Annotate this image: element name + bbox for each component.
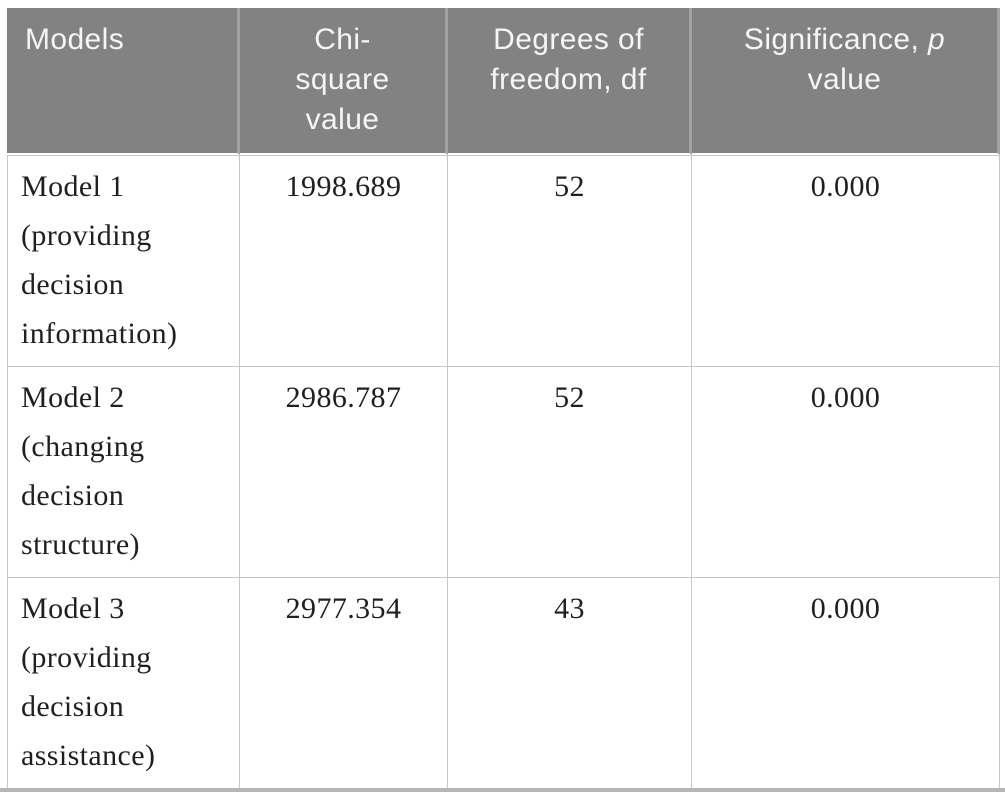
column-header-degrees-of-freedom: Degrees of freedom, df xyxy=(448,8,692,155)
cell-chi-square-value: 1998.689 xyxy=(240,155,448,366)
cell-model-name: Model 2 (changing decision structure) xyxy=(7,366,240,577)
significance-label-value-text: value xyxy=(807,63,882,96)
cell-chi-square-value: 2977.354 xyxy=(240,577,448,788)
cell-model-name: Model 1 (providing decision information) xyxy=(7,155,240,366)
cell-degrees-of-freedom: 52 xyxy=(448,366,692,577)
significance-label-p-italic: p xyxy=(927,23,946,56)
column-header-significance: Significance, p value xyxy=(692,8,1000,155)
model-fit-table: Models Chi- square value Degrees of free… xyxy=(7,8,1000,788)
column-header-models: Models xyxy=(7,8,240,155)
column-header-chi-square: Chi- square value xyxy=(240,8,448,155)
header-row: Models Chi- square value Degrees of free… xyxy=(7,8,1000,155)
table-body: Model 1 (providing decision information)… xyxy=(7,155,1000,788)
table-header: Models Chi- square value Degrees of free… xyxy=(7,8,1000,155)
cell-degrees-of-freedom: 52 xyxy=(448,155,692,366)
significance-label-text: Significance, xyxy=(743,23,928,56)
cell-model-name: Model 3 (providing decision assistance) xyxy=(7,577,240,788)
cell-p-value: 0.000 xyxy=(692,577,1000,788)
table-row: Model 1 (providing decision information)… xyxy=(7,155,1000,366)
table-row: Model 3 (providing decision assistance) … xyxy=(7,577,1000,788)
cell-p-value: 0.000 xyxy=(692,155,1000,366)
cell-chi-square-value: 2986.787 xyxy=(240,366,448,577)
cell-p-value: 0.000 xyxy=(692,366,1000,577)
table-row: Model 2 (changing decision structure) 29… xyxy=(7,366,1000,577)
table-bottom-rule xyxy=(0,788,1005,792)
cell-degrees-of-freedom: 43 xyxy=(448,577,692,788)
